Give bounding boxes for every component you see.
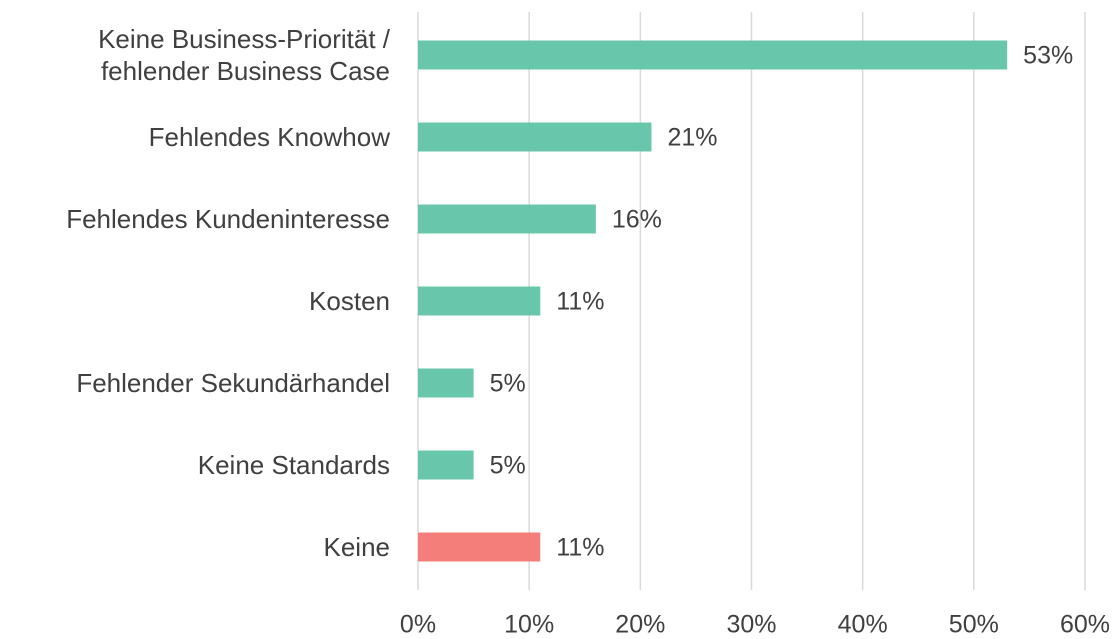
bar [418, 122, 652, 152]
x-tick-label: 0% [400, 611, 436, 639]
bar [418, 40, 1008, 70]
bar [418, 204, 596, 234]
x-tick-label: 60% [1060, 611, 1110, 639]
y-tick-label: Fehlender Sekundärhandel [76, 368, 390, 398]
y-tick-label: Fehlendes Kundeninteresse [66, 204, 390, 234]
data-label: 21% [667, 124, 717, 152]
data-label: 53% [1023, 42, 1073, 70]
bar [418, 368, 474, 398]
data-label: 16% [612, 206, 662, 234]
bar [418, 532, 541, 562]
data-label: 11% [556, 288, 604, 316]
bar [418, 450, 474, 480]
data-label: 11% [556, 534, 604, 562]
x-tick-label: 20% [615, 611, 665, 639]
x-tick-label: 40% [838, 611, 888, 639]
x-tick-label: 50% [949, 611, 999, 639]
y-tick-label: Fehlendes Knowhow [148, 122, 390, 152]
x-tick-label: 10% [504, 611, 554, 639]
y-tick-label: Keine Business-Priorität / fehlender Bus… [98, 24, 390, 86]
x-tick-label: 30% [726, 611, 776, 639]
y-tick-label: Keine [323, 532, 391, 562]
y-tick-label: Keine Standards [197, 450, 390, 480]
bar [418, 286, 541, 316]
y-tick-label: Kosten [309, 286, 390, 316]
data-label: 5% [490, 452, 526, 480]
data-label: 5% [490, 370, 526, 398]
